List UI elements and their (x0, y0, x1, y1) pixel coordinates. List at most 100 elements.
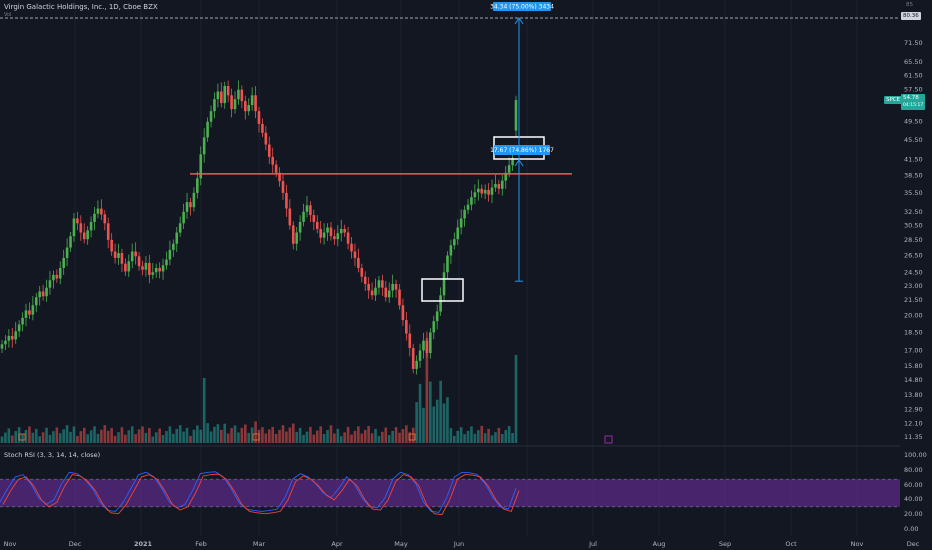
price-tick-label: 45.50 (904, 136, 923, 144)
candle-body (254, 95, 257, 112)
volume-bar (504, 430, 508, 443)
volume-bar (398, 432, 401, 443)
candle-body (391, 283, 394, 291)
candle-body (319, 228, 322, 238)
candle-body (346, 232, 350, 244)
price-tick-label: 18.50 (904, 328, 923, 336)
price-tick-label: 12.10 (904, 419, 923, 427)
rsi-tick-label: 40.00 (904, 495, 923, 503)
candle-body (202, 137, 206, 155)
volume-bar (459, 427, 463, 443)
candle-body (343, 228, 346, 233)
candle-body (48, 280, 52, 288)
time-tick-label: Nov (4, 540, 17, 548)
candle-body (381, 280, 384, 288)
volume-bar (312, 434, 316, 443)
candle-body (24, 310, 28, 318)
volume-label: Vol (4, 12, 12, 18)
volume-bar (305, 431, 309, 443)
volume-bar (24, 430, 28, 443)
candle-body (401, 305, 405, 321)
volume-bar (483, 433, 487, 443)
candle-body (281, 181, 285, 193)
candle-body (28, 310, 31, 315)
volume-bar (10, 435, 14, 443)
volume-bar (463, 434, 466, 443)
volume-bar (363, 429, 367, 443)
volume-bar (199, 429, 203, 443)
volume-bar (422, 407, 425, 443)
time-tick-label: Sep (719, 540, 731, 548)
volume-bar (62, 429, 65, 443)
volume-bar (466, 430, 470, 443)
drawing-overlays[interactable]: 34.34 (75.00%) 3434 17.67 (74.86%) 1767 (0, 2, 900, 302)
candle-body (336, 233, 340, 240)
volume-bar (415, 402, 418, 443)
rsi-tick-label: 100.00 (904, 451, 927, 459)
time-tick-label: Jun (453, 540, 464, 548)
volume-bar (480, 425, 484, 443)
candle-body (178, 223, 182, 233)
time-tick-label: Jul (588, 540, 597, 548)
time-tick-label: Dec (69, 540, 82, 548)
candle-body (117, 253, 120, 258)
volume-bar (141, 426, 144, 443)
volume-bar (250, 427, 254, 443)
volume-bar (309, 426, 312, 443)
time-tick-label: May (394, 540, 408, 548)
candlestick-series (0, 80, 518, 375)
candle-body (274, 164, 278, 173)
candle-body (322, 232, 326, 238)
candle-body (483, 189, 487, 194)
volume-bar (264, 433, 268, 443)
candle-body (418, 350, 422, 361)
candle-body (65, 247, 69, 258)
volume-bar (374, 428, 377, 443)
symbol-title: Virgin Galactic Holdings, Inc., 1D, Cboe… (4, 3, 158, 11)
candle-body (490, 187, 494, 195)
candle-body (144, 262, 148, 270)
rsi-axis[interactable]: 100.00 80.00 60.00 40.00 20.00 0.00 (904, 451, 927, 533)
candle-body (110, 239, 113, 252)
time-tick-label: Mar (253, 540, 266, 548)
candle-body (103, 214, 107, 224)
volume-bar (182, 431, 185, 443)
candle-body (45, 287, 48, 297)
candle-body (41, 291, 45, 297)
volume-bar (21, 434, 24, 443)
volume-bar (223, 423, 227, 443)
candle-body (494, 184, 497, 188)
candle-body (377, 280, 381, 288)
candle-body (370, 290, 374, 296)
candle-body (504, 172, 508, 181)
candle-body (14, 331, 18, 340)
time-tick-label: Aug (653, 540, 666, 548)
volume-bar (168, 426, 172, 443)
candle-body (453, 239, 456, 246)
rsi-tick-label: 60.00 (904, 481, 923, 489)
candle-body (363, 276, 367, 284)
volume-bar (55, 427, 59, 443)
candle-body (295, 232, 298, 244)
candle-body (233, 99, 237, 110)
candle-body (449, 245, 453, 256)
volume-bar (82, 427, 86, 443)
candle-body (247, 105, 251, 112)
candle-body (429, 332, 432, 354)
price-tick-label: 41.50 (904, 155, 923, 163)
volume-bar (353, 430, 357, 443)
price-axis[interactable]: 71.50 65.50 61.50 57.50 49.50 45.50 41.50 38.50… (900, 0, 932, 550)
volume-bar (0, 436, 4, 443)
candle-body (243, 101, 247, 112)
candle-body (360, 267, 364, 277)
candle-body (459, 218, 463, 228)
candle-body (309, 205, 312, 216)
measure-arrow-mid (514, 159, 524, 167)
time-axis[interactable]: Nov Dec 2021 Feb Mar Apr May Jun Jul Aug Sep Oct Nov… (4, 540, 920, 548)
price-tick-label: 71.50 (904, 39, 923, 47)
volume-bar (178, 425, 182, 443)
volume-bar (154, 432, 158, 443)
volume-bar (278, 429, 281, 443)
candle-body (394, 283, 398, 290)
